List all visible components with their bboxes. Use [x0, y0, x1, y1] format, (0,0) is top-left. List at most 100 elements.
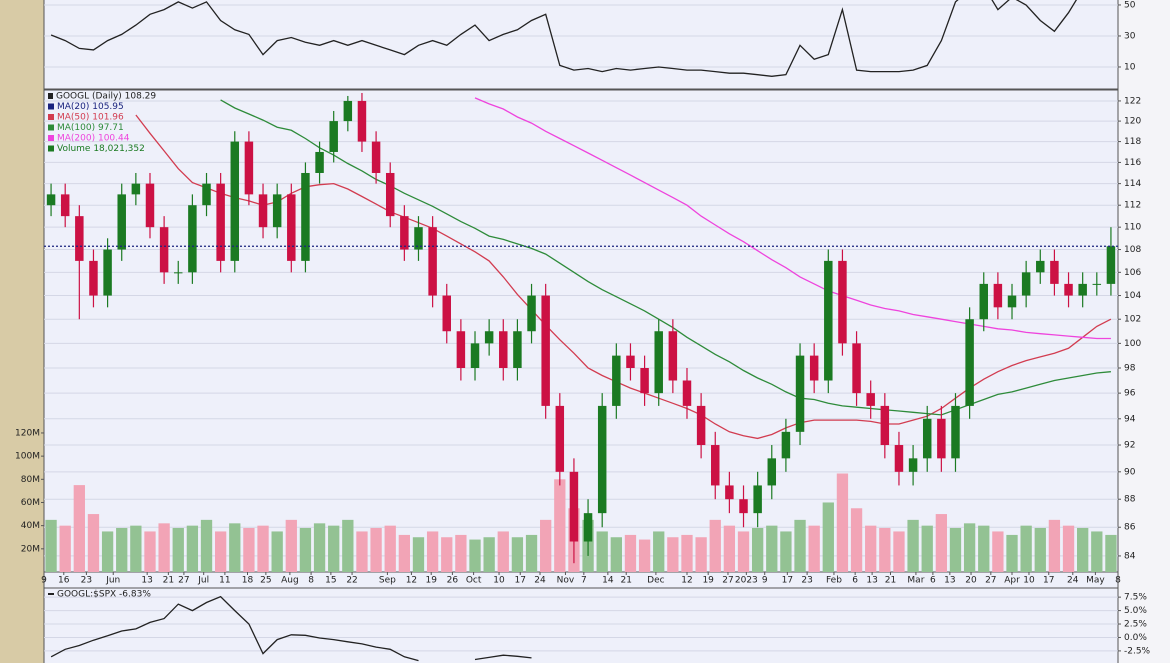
volume-bar	[766, 525, 778, 572]
volume-bar	[850, 508, 863, 572]
volume-bar	[229, 523, 241, 572]
y-tick-label: 50	[1124, 0, 1136, 10]
plot-area	[44, 595, 1118, 662]
line	[50, 0, 1078, 77]
volume-bar	[907, 519, 919, 572]
x-tick-label: 10	[1023, 576, 1035, 586]
candle-body	[979, 283, 988, 320]
candle-body	[1064, 283, 1073, 296]
x-tick-label: 20	[965, 576, 977, 586]
x-tick-label: Nov	[557, 576, 575, 586]
candle-body	[527, 295, 536, 332]
y2-tick-label: 60M	[21, 498, 40, 508]
volume-bar	[540, 519, 552, 572]
line	[474, 97, 1111, 340]
candle-body	[809, 355, 819, 381]
candle-body	[400, 216, 409, 250]
x-tick-label: 13	[141, 576, 152, 586]
candle-body	[597, 405, 607, 514]
candle-body	[880, 405, 890, 446]
volume-bar	[879, 527, 891, 572]
y2-tick-label: 20M	[21, 544, 40, 554]
volume-bar	[285, 519, 297, 572]
volume-bar	[511, 537, 524, 572]
volume-bar	[271, 531, 283, 572]
candle-body	[767, 458, 777, 486]
panel	[43, 587, 1119, 663]
candle-body	[315, 151, 324, 173]
volume-bar	[681, 534, 693, 572]
legend-label: Volume 18,021,352	[57, 144, 145, 154]
volume-bar	[1006, 534, 1018, 572]
y-tick-label: 2.5%	[1124, 620, 1147, 630]
y-tick-label: 5.0%	[1124, 606, 1147, 616]
x-tick-label: 8	[1115, 576, 1121, 586]
candle-body	[725, 485, 734, 500]
volume-bar	[356, 531, 368, 572]
volume-bar	[384, 525, 396, 572]
volume-bar	[751, 527, 764, 572]
volume-bar	[257, 525, 269, 572]
y-tick-label: 96	[1124, 389, 1136, 399]
y-tick-label: 110	[1124, 223, 1141, 233]
x-tick-label: 6	[852, 576, 858, 586]
candle-body	[131, 183, 141, 195]
volume-bar	[1020, 525, 1032, 572]
volume-bar	[1105, 534, 1117, 572]
volume-bar	[186, 525, 199, 572]
candle-body	[795, 355, 805, 432]
legend-swatch	[48, 135, 54, 141]
x-tick-label: 17	[515, 576, 526, 586]
x-tick-label: Aug	[281, 576, 299, 586]
candle-body	[852, 343, 861, 394]
x-tick-label: 7	[581, 576, 587, 586]
candle-body	[1078, 283, 1087, 296]
x-tick-label: 15	[325, 576, 336, 586]
line	[135, 114, 1112, 440]
volume-bar	[398, 534, 411, 572]
candle-body	[329, 121, 338, 152]
candle-body	[866, 393, 875, 406]
x-tick-label: May	[1086, 576, 1105, 586]
candle-body	[484, 331, 494, 344]
volume-bar	[172, 527, 184, 572]
x-tick-label: 27	[985, 576, 996, 586]
x-tick-label: 16	[58, 576, 70, 586]
candle-body	[202, 183, 211, 206]
volume-bar	[73, 485, 85, 572]
plot-area	[44, 0, 1118, 77]
volume-bar	[214, 531, 227, 572]
x-tick-label: Jul	[197, 576, 209, 586]
candle-body	[159, 227, 169, 273]
candle-body	[541, 295, 550, 406]
candle-body	[1092, 283, 1102, 285]
volume-bar	[667, 537, 679, 572]
x-tick-label: 26	[447, 576, 459, 586]
volume-bar	[328, 525, 340, 572]
candle-body	[216, 183, 225, 261]
candle-body	[1106, 246, 1116, 284]
candle-body	[60, 194, 70, 217]
y-tick-label: 7.5%	[1124, 593, 1147, 603]
x-tick-label: 9	[41, 576, 47, 586]
volume-bar	[596, 531, 608, 572]
y-tick-label: 84	[1124, 551, 1136, 561]
y2-tick-label: 40M	[21, 521, 40, 531]
chart-title: GOOGL (Daily) 108.29	[56, 92, 156, 102]
volume-bar	[1091, 531, 1103, 572]
y-tick-label: -2.5%	[1124, 646, 1151, 656]
volume-bar	[893, 531, 905, 572]
candle-body	[103, 249, 112, 296]
x-tick-label: Apr	[1004, 576, 1020, 586]
x-tick-label: 23	[801, 576, 812, 586]
legend-label: MA(100) 97.71	[57, 123, 124, 133]
axis-strip	[1118, 0, 1170, 663]
candle-body	[838, 260, 847, 344]
x-tick-label: 21	[620, 576, 631, 586]
candle-body	[937, 418, 946, 459]
volume-bar	[469, 539, 481, 572]
candle-body	[301, 172, 310, 261]
volume-bar	[426, 531, 439, 572]
line	[220, 99, 1111, 416]
candle-body	[965, 319, 974, 406]
